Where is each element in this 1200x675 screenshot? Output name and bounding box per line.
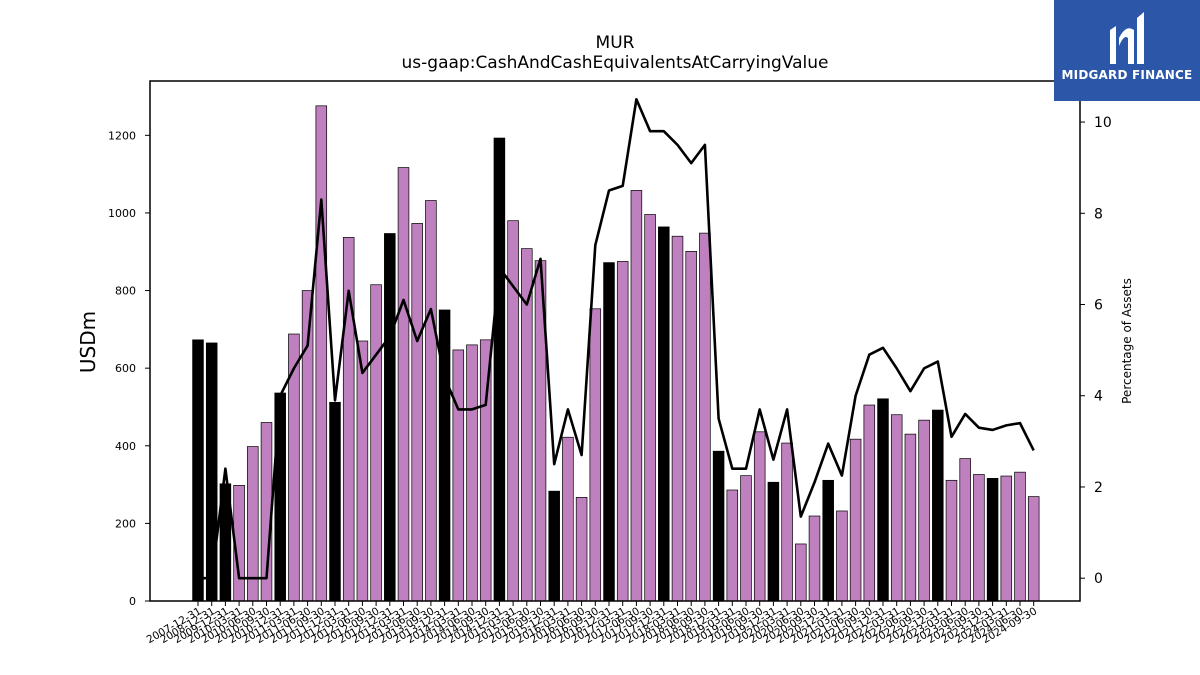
bar-2017-03-31 — [616, 261, 629, 602]
logo-mark-icon — [1110, 12, 1144, 64]
bar-2017-09-30 — [644, 214, 656, 602]
bar-2016-09-30 — [589, 308, 602, 602]
bar-2020-09-30 — [808, 515, 821, 602]
bar-2011-12-31 — [329, 401, 341, 602]
bar-2014-03-31 — [452, 349, 465, 602]
bar-2021-09-30 — [863, 404, 876, 602]
bar-2020-12-31 — [822, 479, 834, 602]
bar-series — [192, 105, 1040, 602]
y2-tick-label: 2 — [1094, 480, 1103, 496]
chart-title: MUR — [596, 33, 635, 53]
percentage-line-path — [198, 97, 1035, 580]
bar-2023-09-30 — [973, 474, 985, 602]
y-tick-label: 400 — [115, 440, 136, 453]
bar-2024-06-30 — [1014, 471, 1026, 602]
bar-2017-06-30 — [630, 190, 643, 602]
bar-2012-12-31 — [384, 233, 396, 602]
bar-2021-03-31 — [836, 510, 848, 602]
bar-2018-03-31 — [671, 235, 684, 602]
y-tick-label: 200 — [115, 517, 136, 530]
bar-2022-12-31 — [932, 409, 944, 602]
bar-2013-09-30 — [425, 200, 437, 602]
bar-2010-12-31 — [274, 392, 286, 602]
bar-2024-09-30 — [1027, 496, 1040, 602]
bar-2019-06-30 — [740, 475, 752, 602]
axes: 02004006008001000120002468102007-12-3120… — [108, 80, 1112, 646]
bar-2021-06-30 — [849, 438, 862, 602]
bar-2019-03-31 — [726, 489, 739, 602]
y-tick-label: 1000 — [108, 207, 136, 220]
y-tick-label: 600 — [115, 362, 136, 375]
bar-2013-06-30 — [411, 223, 423, 602]
brand-name: MIDGARD FINANCE — [1061, 68, 1193, 82]
bar-2017-12-31 — [658, 226, 670, 602]
bar-2023-12-31 — [986, 478, 999, 602]
bar-2014-12-31 — [493, 137, 506, 602]
y2-tick-label: 4 — [1094, 389, 1103, 405]
bar-2015-12-31 — [548, 490, 560, 602]
bar-2019-12-31 — [767, 481, 780, 602]
y-tick-label: 0 — [129, 595, 136, 608]
bar-2019-09-30 — [753, 431, 766, 602]
bar-2008-12-31 — [205, 342, 218, 602]
brand-logo: MIDGARD FINANCE — [1054, 0, 1200, 101]
chart-subtitle: us-gaap:CashAndCashEquivalentsAtCarrying… — [402, 53, 829, 73]
bar-2014-06-30 — [466, 344, 478, 602]
bar-2023-03-31 — [945, 479, 958, 602]
plot-frame — [149, 80, 1081, 602]
bar-2016-12-31 — [603, 262, 615, 602]
bar-2023-06-30 — [959, 458, 971, 602]
bar-2020-06-30 — [795, 543, 807, 602]
y2-tick-label: 8 — [1094, 206, 1103, 222]
y2-axis-label: Percentage of Assets — [1120, 278, 1134, 404]
bar-2022-06-30 — [904, 433, 917, 602]
bar-2011-09-30 — [315, 105, 328, 602]
bar-2021-12-31 — [877, 398, 889, 602]
bar-2024-03-31 — [1000, 475, 1013, 602]
bar-2012-09-30 — [370, 284, 382, 602]
bar-2018-12-31 — [712, 450, 725, 602]
bar-2007-12-31 — [192, 339, 204, 602]
bar-2013-03-31 — [397, 167, 410, 602]
y-tick-label: 800 — [115, 285, 136, 298]
bar-2018-09-30 — [699, 232, 711, 602]
y2-tick-label: 10 — [1094, 115, 1112, 131]
bar-2012-06-30 — [356, 340, 369, 602]
y-tick-label: 1200 — [108, 129, 136, 142]
bar-2016-06-30 — [575, 497, 588, 602]
percentage-line — [198, 97, 1035, 580]
bar-2015-03-31 — [507, 220, 519, 602]
bar-2018-06-30 — [685, 251, 697, 602]
y-axis-label: USDm — [76, 311, 100, 373]
bar-2022-09-30 — [918, 419, 930, 602]
y2-tick-label: 0 — [1094, 571, 1103, 587]
bar-2016-03-31 — [562, 436, 574, 602]
bar-2020-03-31 — [781, 442, 793, 602]
y2-tick-label: 6 — [1094, 298, 1103, 314]
bar-2022-03-31 — [890, 414, 903, 602]
